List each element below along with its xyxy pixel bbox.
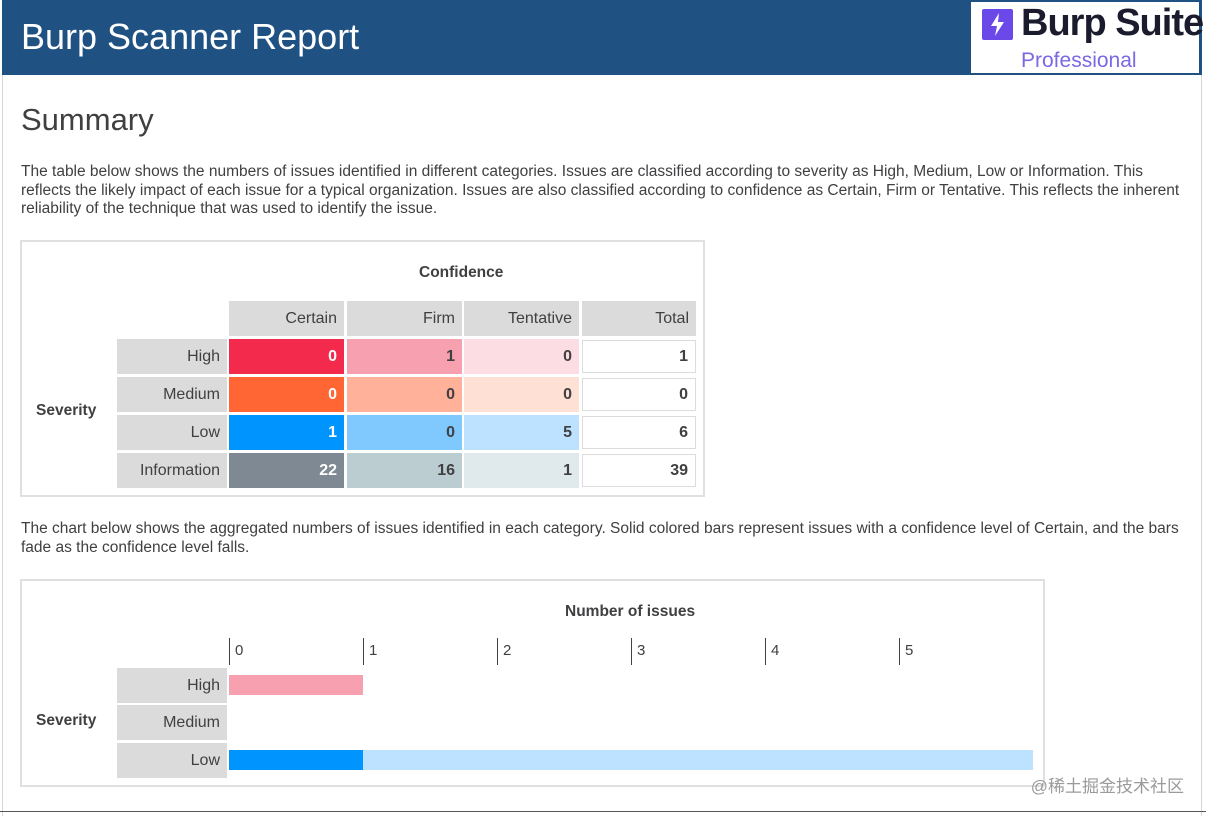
x-tick-label-1: 1 <box>369 642 378 659</box>
chart-intro: The chart below shows the aggregated num… <box>21 520 1179 556</box>
logo-edition: Professional <box>1021 49 1137 72</box>
column-header-total: Total <box>582 301 696 336</box>
x-tick-0 <box>229 638 230 665</box>
watermark: @稀土掘金技术社区 <box>1030 777 1184 796</box>
chart-severity-caption: Severity <box>36 712 97 729</box>
row-label-information: Information <box>117 453 227 488</box>
row-label-high: High <box>117 339 227 374</box>
summary-intro: The table below shows the numbers of iss… <box>21 163 1180 217</box>
cell-high-firm: 1 <box>347 339 462 374</box>
x-tick-label-5: 5 <box>905 642 914 659</box>
cell-low-firm: 0 <box>347 415 462 450</box>
cell-high-certain: 0 <box>229 339 344 374</box>
x-tick-label-0: 0 <box>235 642 244 659</box>
cell-medium-certain: 0 <box>229 377 344 412</box>
chart-row-label-medium: Medium <box>117 705 227 740</box>
cell-low-tentative: 5 <box>464 415 579 450</box>
bar-high-firm <box>229 675 363 695</box>
cell-medium-tentative: 0 <box>464 377 579 412</box>
report-title: Burp Scanner Report <box>21 16 360 57</box>
cell-low-total: 6 <box>582 416 696 449</box>
report-header: Burp Scanner Report Burp Suite Professio… <box>2 0 1204 75</box>
cell-medium-firm: 0 <box>347 377 462 412</box>
logo-name: Burp Suite <box>1021 2 1204 44</box>
cell-low-certain: 1 <box>229 415 344 450</box>
bar-low-certain <box>229 750 363 770</box>
row-label-low: Low <box>117 415 227 450</box>
row-label-medium: Medium <box>117 377 227 412</box>
chart-row-label-high: High <box>117 668 227 703</box>
x-tick-label-3: 3 <box>637 642 646 659</box>
x-tick-3 <box>631 638 632 665</box>
cell-information-certain: 22 <box>229 453 344 488</box>
bottom-divider <box>0 811 1206 812</box>
cell-medium-total: 0 <box>582 378 696 411</box>
cell-high-total: 1 <box>582 340 696 373</box>
bar-low-tentative <box>363 750 1033 770</box>
chart-title: Number of issues <box>565 603 696 620</box>
burp-logo: Burp Suite Professional <box>970 1 1204 74</box>
x-tick-label-2: 2 <box>503 642 512 659</box>
cell-high-tentative: 0 <box>464 339 579 374</box>
x-tick-4 <box>765 638 766 665</box>
cell-information-tentative: 1 <box>464 453 579 488</box>
column-header-certain: Certain <box>229 301 344 336</box>
column-header-tentative: Tentative <box>464 301 579 336</box>
x-tick-1 <box>363 638 364 665</box>
cell-information-total: 39 <box>582 454 696 487</box>
lightning-icon <box>982 9 1013 40</box>
x-tick-label-4: 4 <box>771 642 780 659</box>
column-header-firm: Firm <box>347 301 462 336</box>
summary-heading: Summary <box>21 102 154 137</box>
x-tick-5 <box>899 638 900 665</box>
x-tick-2 <box>497 638 498 665</box>
confidence-caption: Confidence <box>419 264 504 281</box>
cell-information-firm: 16 <box>347 453 462 488</box>
severity-caption: Severity <box>36 402 97 419</box>
chart-row-label-low: Low <box>117 743 227 778</box>
